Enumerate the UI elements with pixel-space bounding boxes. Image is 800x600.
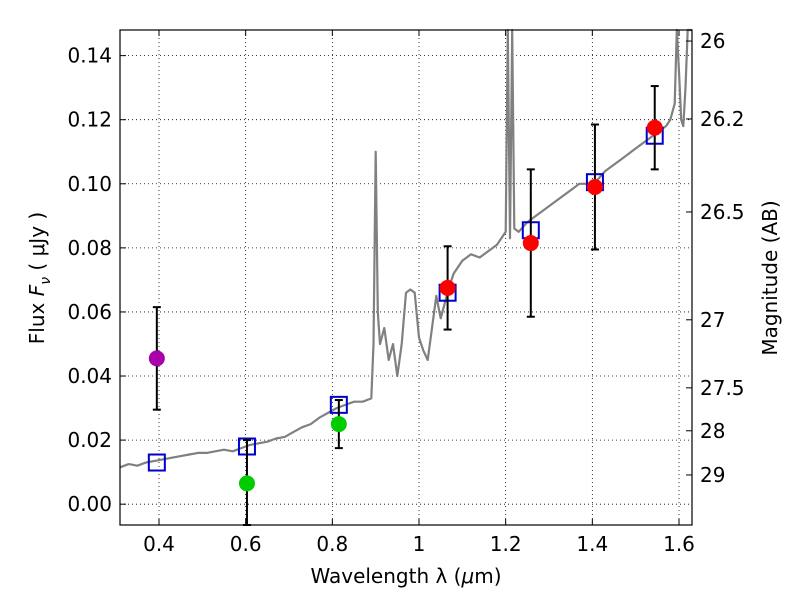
- y-tick-label: 0.00: [67, 492, 112, 516]
- mag-tick-label: 26.5: [700, 200, 745, 224]
- mag-tick-label: 26: [700, 29, 725, 53]
- observed-points: [148, 119, 663, 492]
- observed-point: [646, 119, 663, 136]
- y-tick-label: 0.06: [67, 300, 112, 324]
- x-tick-label: 1.4: [576, 532, 608, 556]
- y-tick-label: 0.02: [67, 428, 112, 452]
- observed-point: [330, 416, 347, 433]
- mag-tick-label: 28: [700, 419, 725, 443]
- observed-point: [439, 279, 456, 296]
- mag-tick-label: 29: [700, 463, 725, 487]
- y-axis-title: Flux Fν ( μJy ): [25, 212, 54, 344]
- observed-point: [148, 350, 165, 367]
- x-tick-label: 0.8: [316, 532, 348, 556]
- plot-frame: [119, 29, 693, 526]
- x-tick-label: 1.2: [490, 532, 522, 556]
- observed-point: [522, 235, 539, 252]
- y-tick-label: 0.10: [67, 172, 112, 196]
- y2-axis-title: Magnitude (AB): [758, 200, 782, 355]
- grid-layer: [120, 30, 692, 525]
- x-axis-title: Wavelength λ (μm): [310, 564, 501, 588]
- x-tick-label: 1: [413, 532, 426, 556]
- observed-point: [586, 178, 603, 195]
- mag-tick-label: 27: [700, 308, 725, 332]
- y-tick-label: 0.08: [67, 236, 112, 260]
- y-tick-label: 0.12: [67, 108, 112, 132]
- tick-layer: [120, 30, 692, 525]
- x-tick-label: 0.6: [230, 532, 262, 556]
- model-square: [147, 453, 166, 472]
- y-tick-label: 0.14: [67, 44, 112, 68]
- x-tick-label: 0.4: [143, 532, 175, 556]
- mag-tick-label: 27.5: [700, 376, 745, 400]
- spectrum-line: [119, 28, 692, 469]
- x-tick-label: 1.6: [663, 532, 695, 556]
- tick-labels: 0.4 0.6 0.8 1 1.2 1.4 1.6 0.00 0.02 0.04 0.06 0.08 0…: [67, 29, 744, 556]
- observed-point: [238, 475, 255, 492]
- spectrum-layer: [119, 28, 692, 469]
- mag-tick-label: 26.2: [700, 107, 745, 131]
- y-tick-label: 0.04: [67, 364, 112, 388]
